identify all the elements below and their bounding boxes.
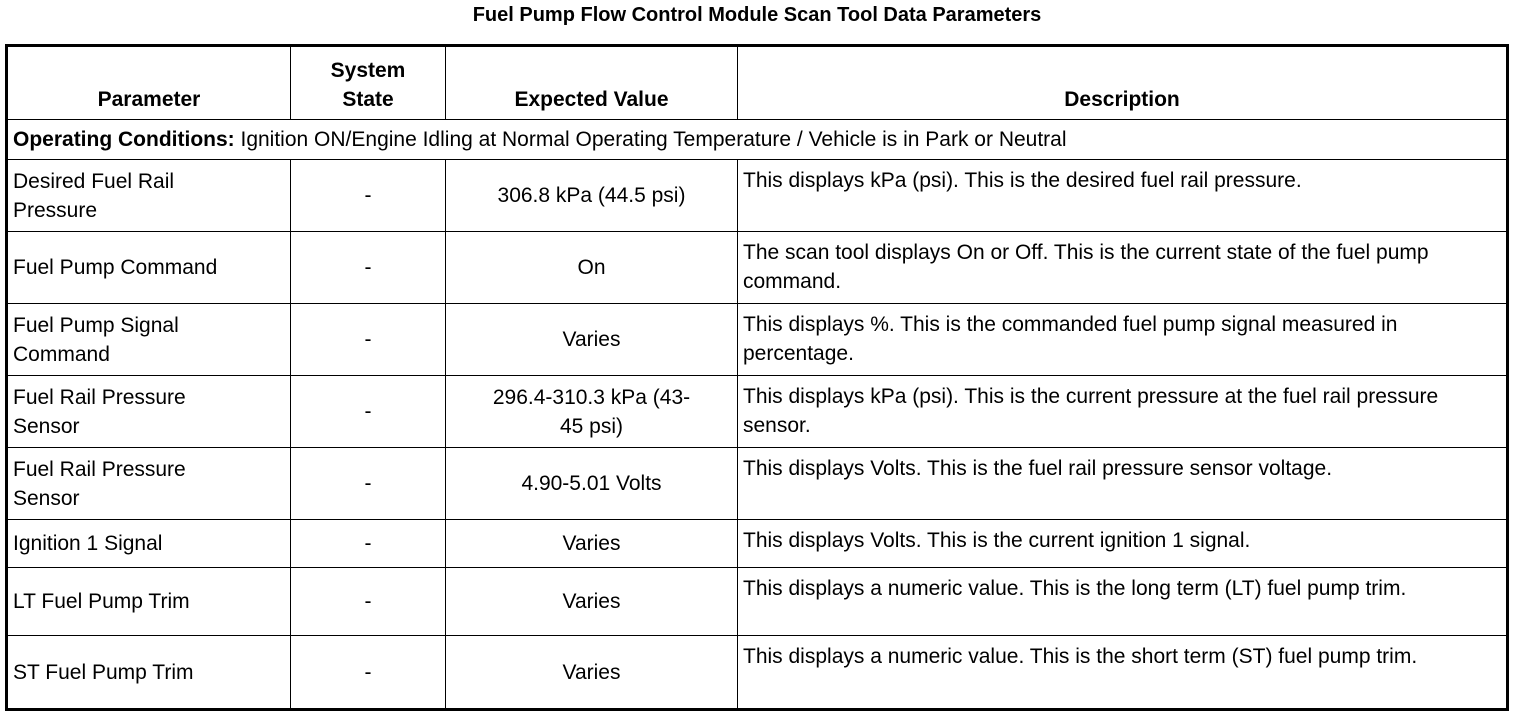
parameter-cell: Fuel Rail Pressure Sensor xyxy=(6,447,291,520)
table-row: Fuel Pump Signal Command - Varies This disp… xyxy=(6,303,1508,376)
operating-conditions-row: Operating Conditions: Ignition ON/Engine… xyxy=(6,119,1508,160)
conditions-text: Ignition ON/Engine Idling at Normal Oper… xyxy=(234,128,1067,151)
table-row: ST Fuel Pump Trim - Varies This displays a … xyxy=(6,635,1508,710)
expected-value-cell: Varies xyxy=(445,567,738,636)
expected-value-cell: 296.4-310.3 kPa (43-45 psi) xyxy=(445,375,738,448)
parameter-cell: Ignition 1 Signal xyxy=(6,519,291,568)
expected-value-cell: Varies xyxy=(445,635,738,710)
system-state-cell: - xyxy=(290,159,446,232)
description-cell: This displays a numeric value. This is t… xyxy=(737,567,1508,636)
system-state-cell: - xyxy=(290,231,446,304)
expected-value-cell: Varies xyxy=(445,519,738,568)
table-row: Ignition 1 Signal - Varies This displays Vo… xyxy=(6,519,1508,568)
conditions-label: Operating Conditions: xyxy=(13,128,235,151)
scan-tool-data-table: Parameter System State Expected Value De… xyxy=(5,44,1509,711)
expected-value-cell: Varies xyxy=(445,303,738,376)
description-cell: This displays a numeric value. This is t… xyxy=(737,635,1508,710)
parameter-cell: Fuel Pump Command xyxy=(6,231,291,304)
header-parameter: Parameter xyxy=(6,45,291,120)
table-row: Fuel Pump Command - On The scan tool displa… xyxy=(6,231,1508,304)
system-state-cell: - xyxy=(290,447,446,520)
system-state-cell: - xyxy=(290,303,446,376)
parameter-cell: LT Fuel Pump Trim xyxy=(6,567,291,636)
description-cell: The scan tool displays On or Off. This i… xyxy=(737,231,1508,304)
table-row: Fuel Rail Pressure Sensor -296.4-310.3 kP… xyxy=(6,375,1508,448)
description-cell: This displays Volts. This is the current… xyxy=(737,519,1508,568)
parameter-cell: Desired Fuel Rail Pressure xyxy=(6,159,291,232)
parameter-cell: ST Fuel Pump Trim xyxy=(6,635,291,710)
header-description: Description xyxy=(737,45,1508,120)
description-cell: This displays %. This is the commanded f… xyxy=(737,303,1508,376)
header-system-state: System State xyxy=(290,45,446,120)
table-row: Desired Fuel Rail Pressure -306.8 kPa (44… xyxy=(6,159,1508,232)
system-state-cell: - xyxy=(290,375,446,448)
system-state-cell: - xyxy=(290,567,446,636)
table-row: Fuel Rail Pressure Sensor -4.90-5.01 Volt… xyxy=(6,447,1508,520)
parameter-cell: Fuel Pump Signal Command xyxy=(6,303,291,376)
header-expected-value: Expected Value xyxy=(445,45,738,120)
description-cell: This displays kPa (psi). This is the cur… xyxy=(737,375,1508,448)
description-cell: This displays kPa (psi). This is the des… xyxy=(737,159,1508,232)
system-state-cell: - xyxy=(290,635,446,710)
system-state-cell: - xyxy=(290,519,446,568)
table-row: LT Fuel Pump Trim - Varies This displays a … xyxy=(6,567,1508,636)
parameter-cell: Fuel Rail Pressure Sensor xyxy=(6,375,291,448)
expected-value-cell: 306.8 kPa (44.5 psi) xyxy=(445,159,738,232)
expected-value-cell: 4.90-5.01 Volts xyxy=(445,447,738,520)
header-row: Parameter System State Expected Value De… xyxy=(6,45,1508,120)
document-title: Fuel Pump Flow Control Module Scan Tool … xyxy=(472,4,1042,26)
expected-value-cell: On xyxy=(445,231,738,304)
description-cell: This displays Volts. This is the fuel ra… xyxy=(737,447,1508,520)
